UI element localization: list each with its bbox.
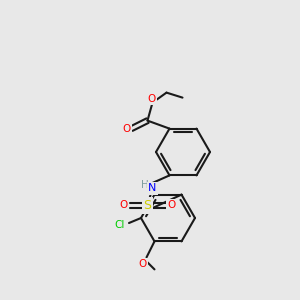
Text: S: S: [143, 199, 152, 212]
Text: O: O: [138, 260, 147, 269]
Text: O: O: [119, 200, 128, 210]
Text: Cl: Cl: [115, 220, 125, 230]
Text: O: O: [167, 200, 175, 210]
Text: N: N: [148, 183, 157, 194]
Text: O: O: [122, 124, 130, 134]
Text: H: H: [141, 180, 148, 190]
Text: O: O: [147, 94, 156, 103]
